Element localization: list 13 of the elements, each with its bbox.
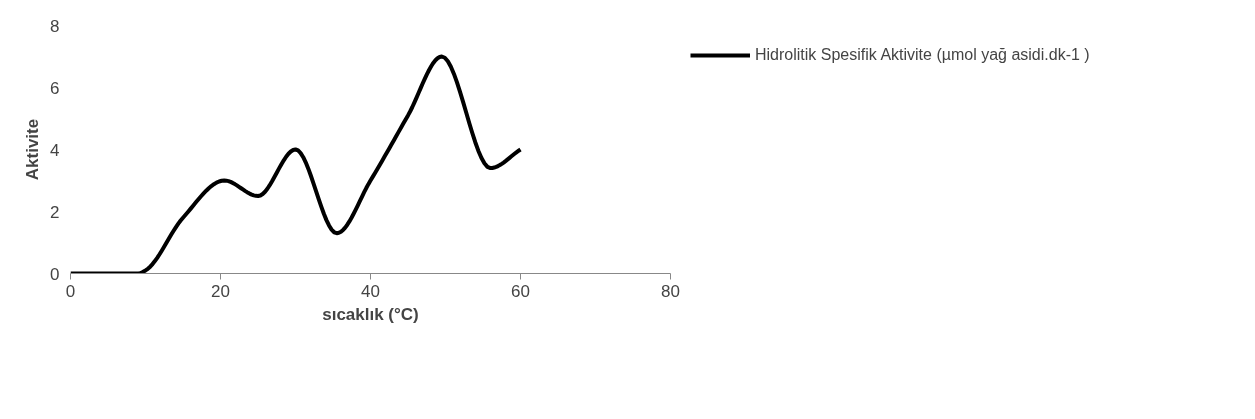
y-tick-label: 8 (50, 16, 60, 36)
x-tick-label: 20 (211, 281, 230, 301)
y-tick-label: 6 (50, 78, 60, 98)
y-axis-title: Aktivite (23, 118, 43, 181)
y-tick-label: 4 (50, 140, 60, 160)
legend-label: Hidrolitik Spesifik Aktivite (µmol yağ asidi.dk-1 ) (755, 46, 1090, 64)
x-tick-label: 0 (65, 281, 76, 301)
x-tick-label: 60 (511, 281, 530, 301)
y-tick-label: 0 (50, 264, 60, 284)
y-tick-label: 2 (50, 202, 60, 222)
x-tick-label: 80 (661, 281, 680, 301)
x-axis-title: sıcaklık (°C) (322, 304, 419, 324)
x-tick-label: 40 (361, 281, 380, 301)
